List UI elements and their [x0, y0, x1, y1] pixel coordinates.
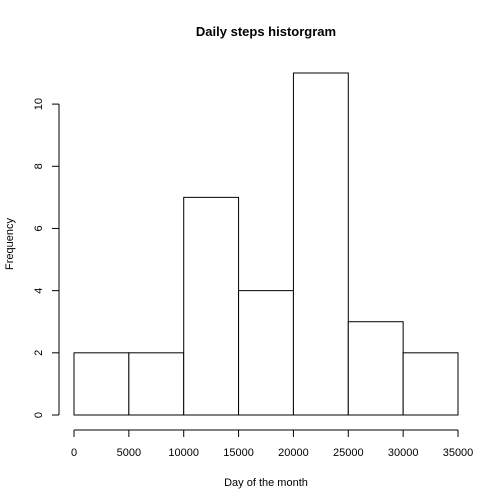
histogram-bar-0 — [73, 352, 130, 416]
y-axis: 0 2 4 6 8 10 — [33, 98, 60, 418]
x-tick-label-1: 5000 — [117, 447, 141, 459]
y-tick-label-3: 6 — [33, 225, 45, 231]
bars-group — [73, 72, 459, 416]
y-tick-label-2: 4 — [33, 288, 45, 294]
x-tick-label-2: 10000 — [168, 447, 199, 459]
x-tick-label-3: 15000 — [223, 447, 254, 459]
y-tick-label-5: 10 — [33, 98, 45, 110]
histogram-bar-1 — [128, 352, 185, 416]
histogram-bar-3 — [238, 290, 294, 416]
y-tick-label-0: 0 — [33, 412, 45, 418]
chart-title: Daily steps historgram — [196, 24, 336, 39]
x-tick-label-5: 25000 — [333, 447, 364, 459]
y-tick-label-1: 2 — [33, 350, 45, 356]
x-tick-label-7: 35000 — [443, 447, 474, 459]
x-tick-label-4: 20000 — [278, 447, 309, 459]
histogram-bar-6 — [402, 352, 459, 416]
x-axis-label: Day of the month — [224, 477, 308, 489]
x-tick-label-6: 30000 — [388, 447, 419, 459]
x-tick-label-0: 0 — [71, 447, 77, 459]
x-axis: 0 5000 10000 15000 20000 25000 30000 35000 — [71, 429, 474, 459]
histogram-bar-4 — [292, 72, 349, 416]
y-tick-label-4: 8 — [33, 163, 45, 169]
histogram-bar-2 — [183, 196, 240, 416]
histogram-bar-5 — [347, 321, 404, 416]
y-axis-label: Frequency — [4, 218, 16, 270]
